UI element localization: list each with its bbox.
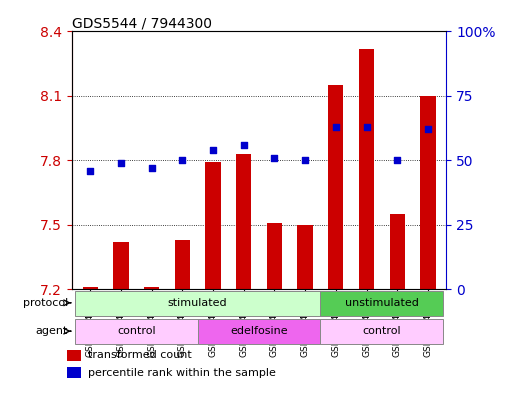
Bar <box>113 242 129 289</box>
Bar <box>83 287 98 289</box>
Bar <box>420 96 436 289</box>
Text: agent: agent <box>36 326 68 336</box>
Bar <box>205 162 221 289</box>
Point <box>270 154 279 161</box>
Text: protocol: protocol <box>23 298 68 308</box>
Bar <box>75 319 198 344</box>
Point <box>332 124 340 130</box>
Point <box>424 126 432 132</box>
Bar <box>389 214 405 289</box>
Point <box>362 124 370 130</box>
Point <box>86 167 94 174</box>
Point <box>178 157 186 163</box>
Text: stimulated: stimulated <box>168 298 227 308</box>
Point <box>301 157 309 163</box>
Bar <box>298 225 313 289</box>
Point <box>148 165 156 171</box>
Bar <box>321 291 443 316</box>
Bar <box>67 367 81 378</box>
Point <box>240 142 248 148</box>
Point <box>393 157 401 163</box>
Bar <box>198 319 321 344</box>
Text: transformed count: transformed count <box>88 350 192 360</box>
Bar <box>321 319 443 344</box>
Text: control: control <box>363 326 401 336</box>
Point <box>117 160 125 166</box>
Bar <box>267 223 282 289</box>
Bar <box>144 287 160 289</box>
Text: unstimulated: unstimulated <box>345 298 419 308</box>
Bar <box>359 49 374 289</box>
Bar <box>75 291 321 316</box>
Bar <box>328 85 344 289</box>
Bar <box>67 350 81 361</box>
Text: control: control <box>117 326 155 336</box>
Text: percentile rank within the sample: percentile rank within the sample <box>88 367 276 378</box>
Point <box>209 147 217 153</box>
Bar <box>236 154 251 289</box>
Text: GDS5544 / 7944300: GDS5544 / 7944300 <box>72 16 212 30</box>
Bar <box>174 240 190 289</box>
Text: edelfosine: edelfosine <box>230 326 288 336</box>
